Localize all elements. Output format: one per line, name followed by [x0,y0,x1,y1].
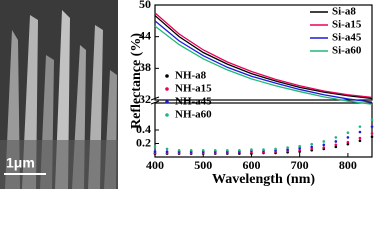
x-tick-label: 400 [146,158,164,172]
y-tick-label: 0.4 [136,122,151,136]
x-tick-label: 500 [194,158,212,172]
data-point [298,148,301,152]
data-point [346,131,350,134]
data-point [358,139,362,143]
data-point [238,148,241,152]
legend-swatch [165,74,169,78]
data-point [334,140,338,143]
data-point [286,146,289,149]
data-point [322,143,326,147]
data-point [334,136,338,139]
data-point [370,135,374,139]
data-point [334,143,338,147]
data-point [177,148,181,152]
data-point [298,144,301,148]
data-point [250,148,253,151]
legend-label: NH-a45 [175,96,212,108]
x-tick-label: 600 [242,158,260,172]
data-point [274,147,277,151]
legend-label: Si-a15 [332,19,362,31]
legend-label: NH-a60 [175,109,212,121]
data-point [226,148,229,152]
series-line [154,25,373,105]
legend-label: NH-a8 [175,70,207,82]
data-point [346,142,350,146]
data-point [213,148,217,152]
page: {"image": {"scale_label": "1μm"}, "chart… [0,0,375,189]
legend-label: Si-a8 [332,6,356,18]
data-point [358,130,362,134]
y-tick-label: 38 [139,60,151,74]
data-point [165,147,169,151]
data-point [370,118,374,122]
series-line [154,15,373,100]
data-point [346,140,350,144]
legend-swatch [165,113,169,117]
data-point [286,148,289,151]
y-axis-label: Reflectance (%) [129,33,144,129]
data-point [322,146,326,149]
x-tick-label: 800 [339,158,357,172]
data-point [165,150,169,153]
data-point [346,136,350,139]
sem-image: 1μm [0,0,118,189]
data-point [262,148,265,151]
y-tick-label: 0.2 [136,135,151,149]
y-tick-label: 50 [139,0,151,11]
data-point [358,136,362,140]
data-point [370,125,374,128]
data-point [370,132,374,135]
data-point [334,145,338,149]
series-line [154,12,373,99]
legend-label: NH-a15 [175,83,212,95]
data-point [201,148,205,152]
y-tick-label: 32 [139,92,151,106]
data-point [189,148,193,152]
legend-swatch [165,100,169,104]
data-point [298,146,301,150]
x-axis-label: Wavelength (nm) [212,172,315,187]
data-point [153,145,157,149]
data-point [310,147,314,151]
x-tick-label: 700 [291,158,309,172]
y-tick-label: 44 [139,28,151,42]
data-point [322,140,326,143]
data-point [358,125,362,128]
data-point [153,150,157,153]
axis-break [150,96,160,105]
legend-swatch [165,87,169,91]
data-point [310,142,314,146]
data-point [310,145,314,149]
upper-frame [154,4,373,101]
legend-label: Si-a45 [332,32,362,44]
legend-label: Si-a60 [332,45,362,57]
series-line [154,20,373,103]
scale-label: 1μm [6,155,35,171]
